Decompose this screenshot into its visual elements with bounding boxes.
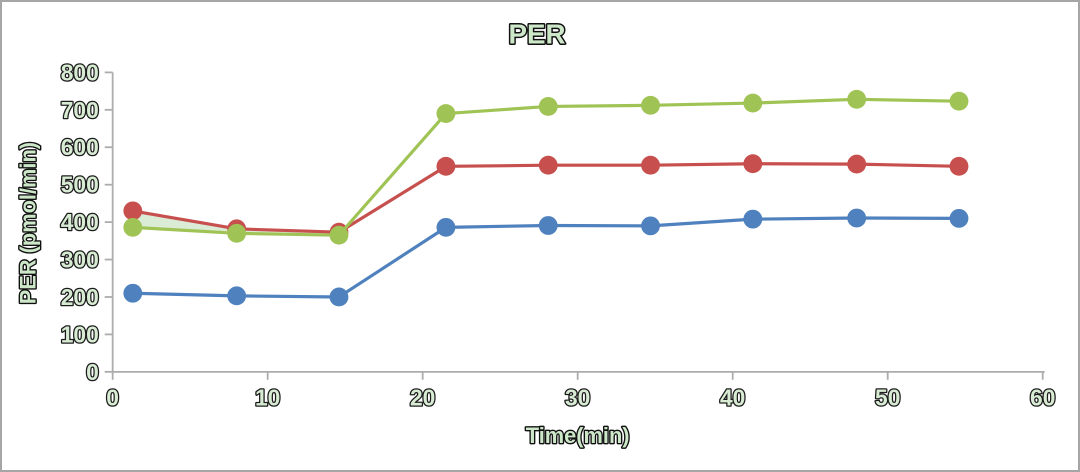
y-tick-label: 500 — [61, 172, 99, 198]
red-series-marker — [123, 201, 143, 221]
y-tick-label: 800 — [61, 59, 99, 85]
y-axis-title: PER (pmol/min) — [15, 142, 40, 304]
blue-series-marker — [538, 216, 558, 235]
y-tick-label: 300 — [61, 246, 99, 272]
x-tick-label: 60 — [1030, 385, 1055, 411]
red-series-marker — [949, 156, 969, 176]
green-series-marker — [227, 223, 247, 243]
chart-title: PER — [508, 19, 565, 50]
red-series-marker — [847, 154, 867, 174]
axes-group — [104, 71, 1045, 380]
x-axis-title: Time(min) — [526, 423, 630, 448]
axis-lines — [111, 72, 1045, 373]
x-tick-label: 20 — [410, 385, 435, 411]
green-series-marker — [329, 225, 349, 245]
x-tick-label: 0 — [106, 385, 119, 411]
green-series-marker — [436, 104, 456, 123]
blue-series-marker — [436, 217, 456, 237]
y-tick-label: 0 — [86, 359, 99, 385]
blue-series-marker — [329, 287, 349, 307]
blue-series-marker — [123, 283, 143, 303]
y-tick-label: 100 — [61, 321, 99, 347]
blue-series-marker — [641, 216, 660, 236]
x-tick-label: 40 — [720, 385, 745, 411]
red-series-marker — [538, 155, 558, 175]
y-tick-label: 200 — [61, 284, 99, 310]
y-tick-label: 600 — [61, 134, 99, 160]
y-tick-label: 400 — [61, 209, 99, 235]
x-tick-label: 50 — [875, 385, 900, 411]
x-tick-label: 10 — [255, 385, 280, 411]
x-tick-label: 30 — [565, 385, 590, 411]
blue-series-marker — [743, 209, 763, 229]
green-series-marker — [847, 89, 867, 109]
red-series-marker — [436, 156, 456, 176]
blue-series-marker — [949, 208, 969, 228]
green-series-marker — [949, 91, 969, 111]
series-group — [123, 89, 969, 307]
green-series-marker — [743, 93, 763, 113]
y-tick-label: 700 — [61, 97, 99, 123]
red-series-marker — [641, 155, 660, 175]
green-series-marker — [123, 217, 143, 237]
blue-series-marker — [227, 286, 247, 306]
green-series-marker — [641, 95, 660, 115]
blue-series-marker — [847, 208, 867, 228]
green-series-marker — [538, 97, 558, 116]
tick-labels-group: 0 100 200 300 400 500 600 700 800 0 10 20 30 40 50 60 — [59, 58, 1056, 412]
red-series-marker — [743, 154, 763, 174]
